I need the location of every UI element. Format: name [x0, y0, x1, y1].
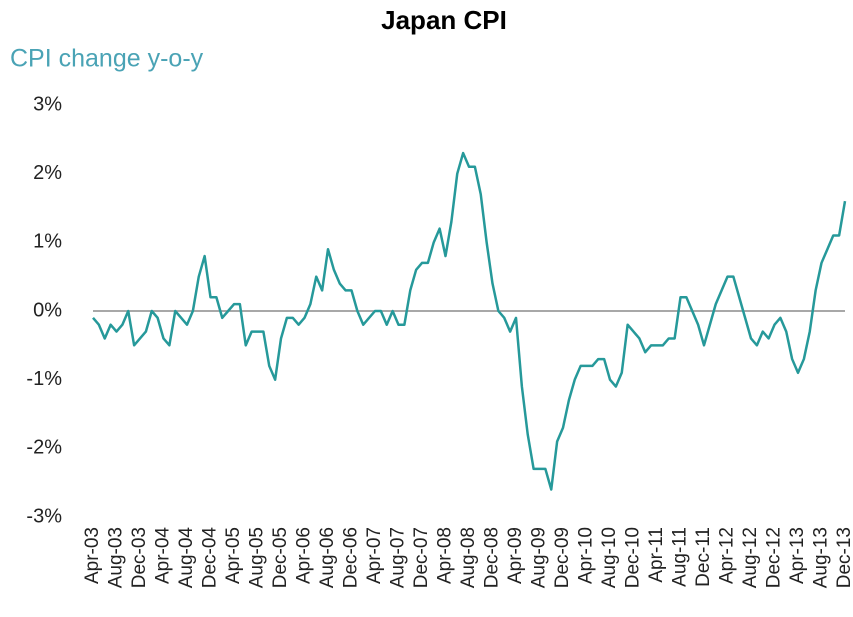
x-tick-label: Dec-05 [270, 527, 291, 588]
x-tick-label: Dec-07 [411, 527, 432, 588]
x-tick-label: Aug-07 [388, 527, 409, 588]
x-tick-label: Dec-11 [693, 527, 714, 587]
chart-subtitle: CPI change y-o-y [10, 45, 204, 73]
x-tick-label: Aug-10 [599, 527, 620, 588]
x-tick-label: Aug-04 [176, 527, 197, 589]
x-tick-label: Aug-13 [811, 527, 832, 588]
x-tick-label: Dec-04 [200, 527, 221, 589]
x-tick-label: Dec-10 [623, 527, 644, 588]
x-tick-label: Aug-11 [670, 527, 691, 587]
x-tick-label: Aug-05 [247, 527, 268, 588]
y-tick-label: -2% [26, 437, 62, 459]
x-tick-label: Apr-06 [294, 527, 315, 584]
x-tick-label: Aug-08 [458, 527, 479, 588]
x-tick-label: Dec-06 [341, 527, 362, 588]
x-tick-label: Apr-08 [435, 527, 456, 584]
x-tick-label: Aug-09 [529, 527, 550, 588]
x-tick-label: Aug-03 [106, 527, 127, 588]
x-tick-label: Dec-12 [764, 527, 785, 588]
y-tick-label: 2% [33, 162, 62, 184]
x-tick-label: Apr-07 [364, 527, 385, 584]
chart-title: Japan CPI [381, 5, 507, 35]
x-tick-label: Aug-06 [317, 527, 338, 588]
y-tick-label: 1% [33, 231, 62, 253]
x-tick-label: Apr-10 [576, 527, 597, 584]
x-tick-label: Apr-05 [223, 527, 244, 584]
x-tick-label: Apr-12 [717, 527, 738, 584]
y-tick-label: 0% [33, 299, 62, 321]
x-tick-label: Apr-11 [646, 527, 667, 583]
x-tick-label: Aug-12 [740, 527, 761, 588]
x-tick-label: Apr-03 [82, 527, 103, 584]
y-tick-label: 3% [33, 93, 62, 115]
x-tick-label: Apr-09 [505, 527, 526, 584]
x-tick-label: Dec-13 [834, 527, 853, 588]
x-tick-label: Dec-08 [482, 527, 503, 588]
data-line [92, 151, 847, 491]
x-tick-label: Dec-09 [552, 527, 573, 588]
y-tick-label: -3% [26, 505, 62, 527]
y-tick-label: -1% [26, 368, 62, 390]
x-tick-label: Dec-03 [129, 527, 150, 588]
x-tick-label: Apr-04 [153, 527, 174, 584]
x-tick-label: Apr-13 [787, 527, 808, 584]
